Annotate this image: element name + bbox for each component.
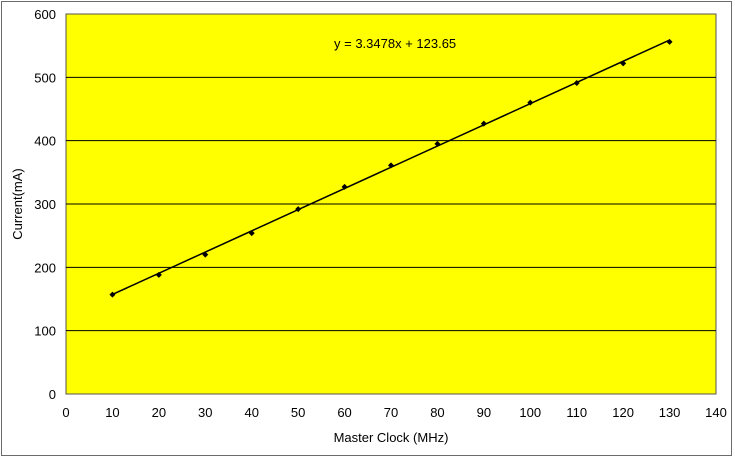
data-points-group [109, 38, 673, 298]
x-tick-label: 50 [291, 405, 305, 420]
data-point [527, 99, 534, 106]
x-axis-title: Master Clock (MHz) [334, 430, 449, 445]
data-point [202, 251, 209, 258]
y-tick-label: 400 [34, 134, 56, 149]
data-point [155, 271, 162, 278]
y-tick-label: 0 [49, 387, 56, 402]
x-tick-label: 110 [566, 405, 587, 420]
data-point [620, 60, 627, 67]
y-tick-label: 600 [34, 7, 56, 22]
data-point [248, 230, 255, 237]
x-tick-label: 10 [105, 405, 119, 420]
x-tick-labels-group: 0 10 20 30 40 50 60 70 80 90 100 110 120 130 140 [62, 405, 726, 420]
x-tick-label: 120 [612, 405, 634, 420]
data-point [434, 140, 441, 147]
y-tick-labels-group: 0 100 200 300 400 500 600 [34, 7, 56, 402]
y-tick-label: 100 [34, 324, 56, 339]
data-point [480, 120, 487, 127]
data-point [109, 291, 116, 298]
y-tick-label: 200 [34, 260, 56, 275]
x-tick-label: 40 [244, 405, 258, 420]
x-tick-label: 80 [430, 405, 444, 420]
x-tick-label: 90 [477, 405, 491, 420]
trendline-equation-label: y = 3.3478x + 123.65 [334, 36, 456, 51]
y-tick-label: 300 [34, 197, 56, 212]
gridlines-group [66, 76, 716, 332]
x-tick-label: 70 [384, 405, 398, 420]
x-tick-label: 130 [659, 405, 681, 420]
x-tick-label: 30 [198, 405, 212, 420]
data-point [573, 80, 580, 87]
data-point [341, 183, 348, 190]
x-tick-label: 100 [519, 405, 541, 420]
data-point [295, 206, 302, 213]
data-point [666, 38, 673, 45]
data-point [388, 162, 394, 169]
x-tick-label: 140 [705, 405, 727, 420]
y-tick-label: 500 [34, 70, 56, 85]
x-tick-label: 0 [62, 405, 69, 420]
x-tick-label: 60 [337, 405, 351, 420]
y-axis-title: Current(mA) [10, 168, 25, 240]
x-tick-label: 20 [152, 405, 166, 420]
